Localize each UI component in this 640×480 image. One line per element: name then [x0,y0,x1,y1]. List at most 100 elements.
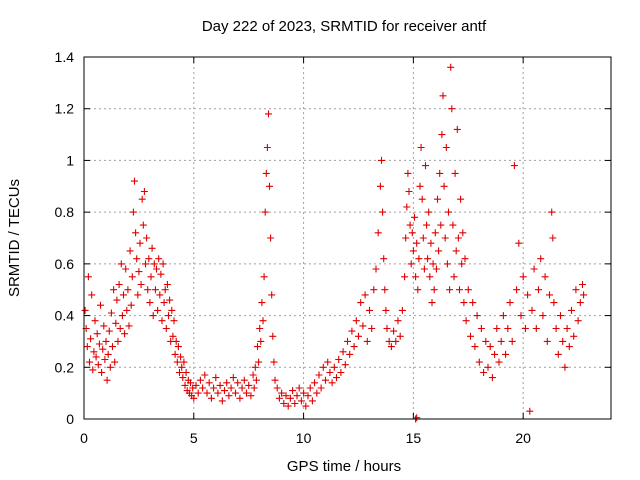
data-point [477,325,485,332]
data-point [137,281,145,288]
data-point [124,286,132,294]
data-point [260,273,268,281]
data-point [454,234,462,242]
data-point [153,265,160,273]
data-point [140,188,148,195]
data-point [95,340,103,348]
data-point [221,387,228,395]
data-point [382,306,390,314]
data-point [101,356,109,363]
data-point [423,221,431,229]
data-point [535,286,542,294]
data-point [401,273,409,281]
data-point [123,306,131,314]
data-point [526,407,534,415]
data-point [86,358,93,366]
y-tick-label: 0.4 [55,308,75,324]
data-point [381,286,389,294]
data-point [319,363,327,371]
data-point [169,332,177,340]
data-point [121,330,129,338]
data-point [368,325,376,332]
data-point [390,327,398,335]
data-point [128,273,136,281]
data-point [159,260,167,268]
data-point [295,384,303,392]
data-point [156,291,164,299]
data-point [112,319,120,327]
data-point [430,286,438,294]
data-point [273,384,281,392]
data-point [196,376,204,384]
data-point [471,343,479,351]
data-point [227,384,235,392]
data-point [422,162,429,170]
data-point [240,376,248,384]
data-point [459,229,467,237]
data-point [160,299,168,307]
data-point [462,317,470,325]
data-point [203,389,211,397]
data-point [166,296,174,304]
data-point [519,273,527,281]
data-point [144,286,152,294]
data-point [91,317,99,325]
data-point [170,317,178,325]
data-point [458,260,466,268]
data-point [131,177,138,185]
data-point [450,273,458,281]
data-point [210,384,218,392]
data-point [413,239,421,247]
data-point [92,353,100,361]
data-point [452,247,460,255]
data-point [255,358,263,366]
data-point [402,234,410,242]
y-tick-label: 1 [66,152,74,168]
data-point [392,337,400,345]
data-point [557,312,564,320]
plot-frame [83,56,612,420]
data-point [97,301,104,309]
data-point [113,296,121,304]
data-point [404,169,412,177]
y-tick-label: 1.4 [55,49,75,65]
data-point [192,381,200,389]
data-point [357,299,365,307]
data-point [216,381,224,389]
data-point [182,369,190,376]
data-point [335,356,343,363]
data-point [229,374,237,382]
data-point [322,376,329,384]
data-point [436,169,444,177]
data-point [405,188,413,195]
data-point [439,92,447,100]
data-point [559,337,567,345]
data-point [550,299,558,307]
data-point [266,182,273,190]
data-point [178,363,186,371]
data-point [134,291,142,299]
data-point [302,402,310,410]
data-point [467,332,474,340]
data-point [257,337,265,345]
data-point [580,291,588,299]
data-point [521,325,529,332]
data-point [543,337,551,345]
data-point [435,247,443,255]
data-point [385,337,393,345]
data-points [81,63,588,423]
data-point [398,306,406,314]
data-point [212,374,220,382]
y-axis-label: SRMTID / TECUs [6,179,23,297]
data-point [552,325,560,332]
data-point [304,392,312,400]
data-point [99,345,107,353]
data-point [293,392,301,400]
data-point [406,221,414,229]
data-point [254,343,261,351]
data-point [138,195,146,203]
data-point [464,286,472,294]
data-point [146,299,154,307]
